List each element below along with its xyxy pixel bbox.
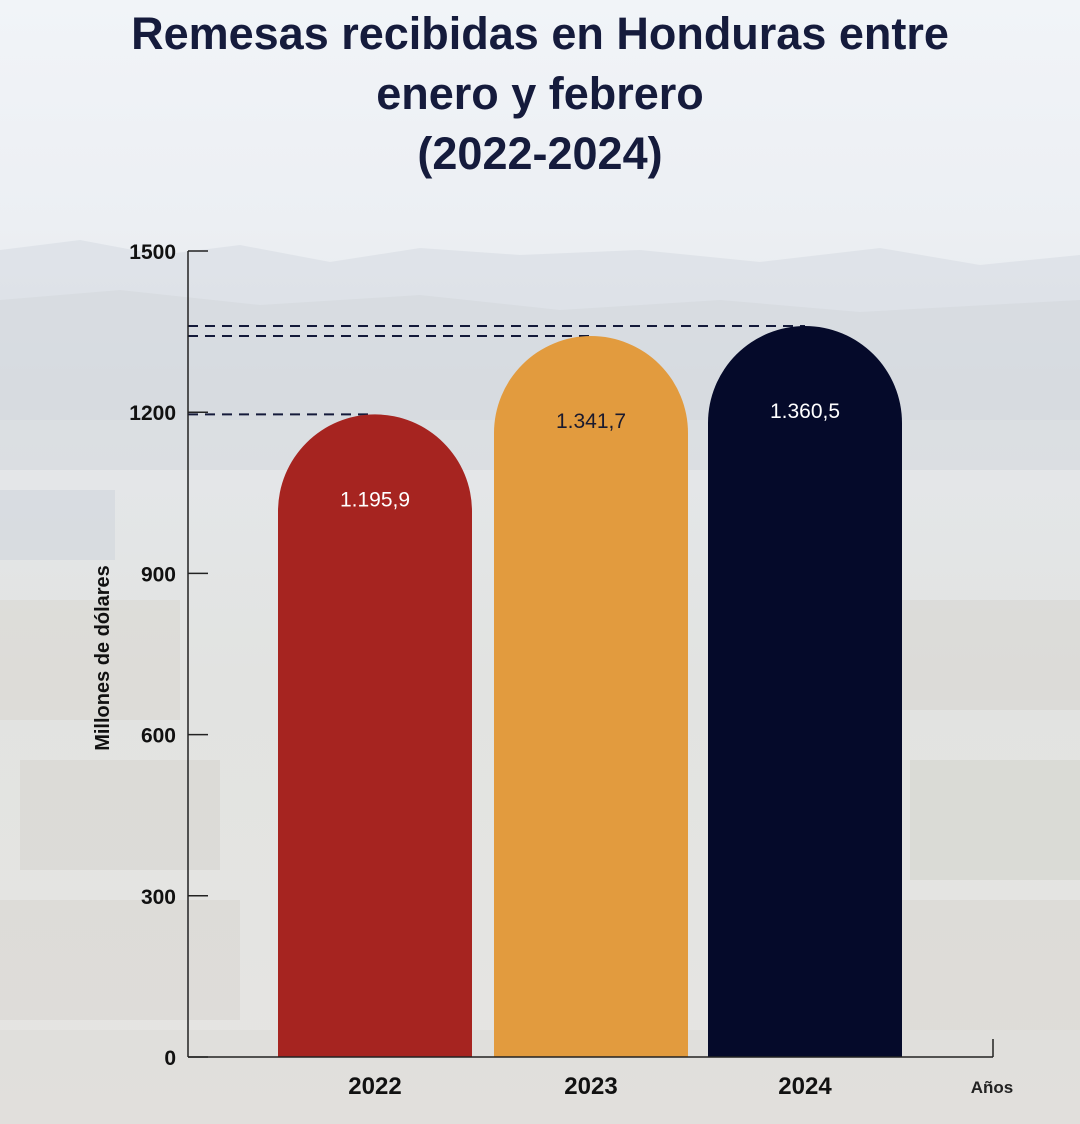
y-axis-title: Millones de dólares <box>92 565 114 751</box>
bar-2024 <box>708 326 902 1057</box>
chart-title: Remesas recibidas en Honduras entre ener… <box>0 4 1080 184</box>
x-axis-title: Años <box>971 1078 1014 1097</box>
x-tick-label-2024: 2024 <box>778 1073 832 1100</box>
y-tick-label-900: 900 <box>141 563 176 586</box>
x-tick-label-2022: 2022 <box>348 1073 401 1100</box>
title-line-1: Remesas recibidas en Honduras entre <box>131 8 949 59</box>
bar-2022 <box>278 414 472 1057</box>
y-tick-label-1500: 1500 <box>129 241 176 264</box>
y-tick-label-300: 300 <box>141 886 176 909</box>
x-tick-label-2023: 2023 <box>564 1073 617 1100</box>
y-tick-label-1200: 1200 <box>129 402 176 425</box>
title-line-3: (2022-2024) <box>417 128 663 179</box>
data-label-2024: 1.360,5 <box>770 400 840 423</box>
title-line-2: enero y febrero <box>376 68 704 119</box>
y-tick-label-0: 0 <box>164 1047 176 1070</box>
bar-2023 <box>494 336 688 1057</box>
y-tick-label-600: 600 <box>141 725 176 748</box>
data-label-2022: 1.195,9 <box>340 488 410 511</box>
data-label-2023: 1.341,7 <box>556 410 626 433</box>
